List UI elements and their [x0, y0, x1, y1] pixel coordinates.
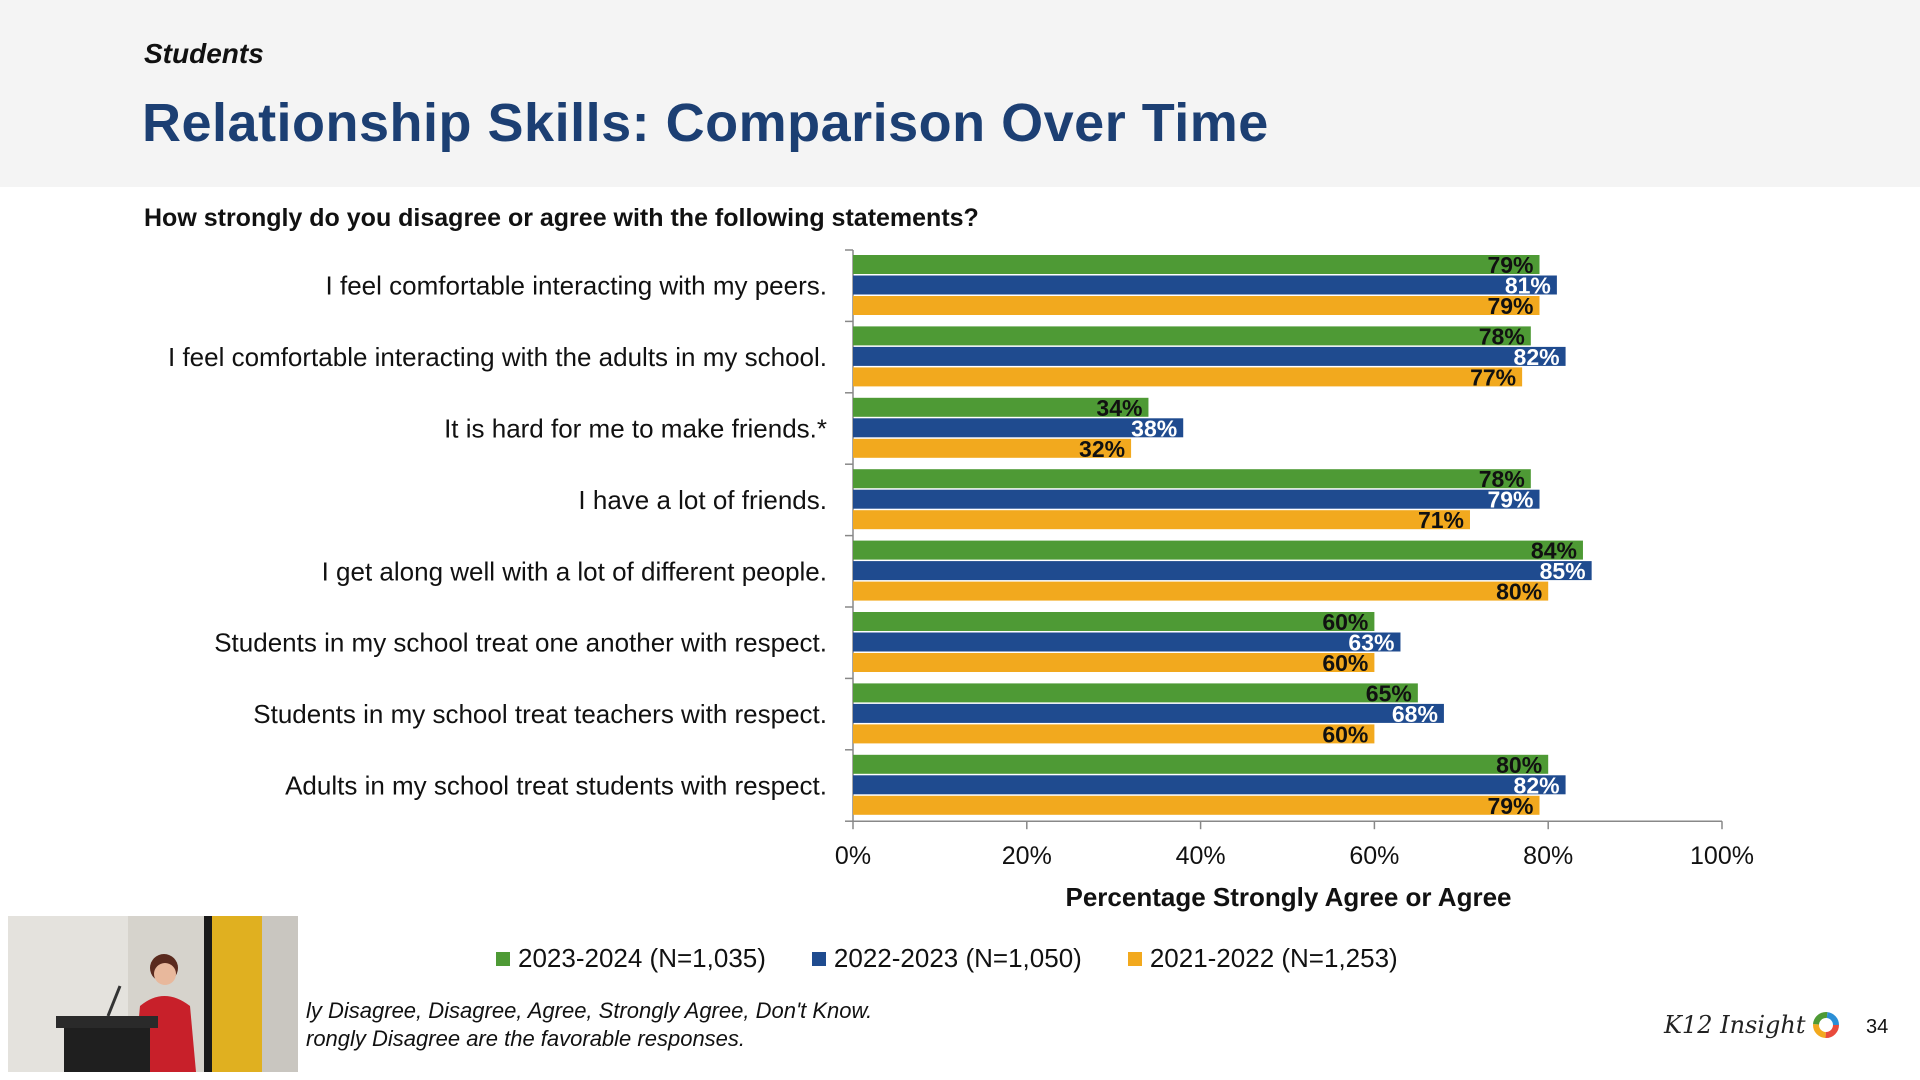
data-label: 79% [1487, 252, 1533, 278]
data-label: 79% [1487, 487, 1533, 513]
bar-chart: 0% 20% 40% 60% 80% 100% Percentage Strongly Ag… [168, 249, 1754, 912]
x-tick-label: 20% [1002, 842, 1052, 870]
legend-item-2022-2023: 2022-2023 (N=1,050) [811, 943, 1082, 974]
data-label: 63% [1348, 630, 1394, 656]
bar [853, 469, 1531, 489]
data-label: 80% [1496, 579, 1542, 605]
bar [853, 296, 1540, 315]
presenter-video-icon [8, 916, 298, 1072]
data-label: 60% [1322, 721, 1368, 747]
survey-question: How strongly do you disagree or agree wi… [144, 204, 979, 232]
header-band [0, 0, 1920, 187]
data-label: 81% [1505, 273, 1551, 299]
category-label: I get along well with a lot of different… [322, 556, 827, 586]
data-label: 78% [1479, 466, 1525, 492]
bar [853, 724, 1375, 744]
data-label: 85% [1540, 558, 1586, 584]
data-label: 60% [1322, 650, 1368, 676]
x-tick-label: 60% [1349, 842, 1399, 870]
bar [853, 683, 1418, 703]
data-label: 71% [1418, 507, 1464, 533]
page-number: 34 [1866, 1016, 1889, 1038]
footnote-favorable: rongly Disagree are the favorable respon… [306, 1026, 746, 1051]
bar [853, 418, 1184, 438]
page-title: Relationship Skills: Comparison Over Tim… [142, 93, 1269, 153]
logo-text: K12 Insight [1664, 1011, 1806, 1039]
bar [853, 367, 1523, 387]
x-tick-label: 100% [1690, 842, 1754, 870]
bar [853, 326, 1531, 346]
presenter-video-thumbnail[interactable] [8, 916, 298, 1072]
bar [853, 795, 1540, 815]
category-label: Adults in my school treat students with … [285, 771, 827, 801]
bar [853, 540, 1583, 560]
x-tick-label: 40% [1176, 842, 1226, 870]
legend-swatch [1127, 951, 1142, 966]
bar [853, 275, 1557, 295]
category-label: It is hard for me to make friends.* [444, 414, 827, 444]
bar [853, 346, 1566, 366]
bar [853, 754, 1549, 774]
bar [853, 438, 1132, 458]
data-label: 80% [1496, 752, 1542, 778]
legend-label: 2021-2022 (N=1,253) [1149, 943, 1398, 973]
legend-swatch [811, 951, 826, 966]
bar [853, 561, 1592, 581]
footnote-scale: ly Disagree, Disagree, Agree, Strongly A… [306, 998, 873, 1023]
x-tick-label: 80% [1523, 842, 1573, 870]
bar [853, 255, 1540, 274]
bar [853, 632, 1401, 652]
data-label: 60% [1322, 609, 1368, 635]
data-label: 79% [1487, 293, 1533, 319]
legend-item-2021-2022: 2021-2022 (N=1,253) [1127, 943, 1398, 974]
legend-label: 2022-2023 (N=1,050) [833, 943, 1082, 973]
data-label: 65% [1366, 680, 1412, 706]
data-label: 82% [1514, 772, 1560, 798]
bar [853, 397, 1149, 417]
bar [853, 703, 1444, 723]
legend-swatch [496, 951, 510, 966]
bar [853, 489, 1540, 509]
chart-legend: 2023-2024 (N=1,035) 2022-2023 (N=1,050) … [496, 943, 1398, 974]
data-label: 34% [1096, 395, 1142, 421]
x-tick-label: 0% [835, 842, 871, 870]
data-label: 79% [1487, 793, 1533, 819]
bar [853, 612, 1375, 631]
k12-insight-logo: K12 Insight [1664, 1011, 1840, 1039]
data-label: 84% [1531, 538, 1577, 564]
legend-label: 2023-2024 (N=1,035) [518, 943, 766, 973]
bar [853, 775, 1566, 795]
category-label: I feel comfortable interacting with the … [168, 342, 827, 372]
bar [853, 581, 1549, 601]
x-axis-title: Percentage Strongly Agree or Agree [1066, 882, 1512, 912]
data-label: 82% [1514, 344, 1560, 370]
data-label: 38% [1131, 415, 1177, 441]
category-label: I feel comfortable interacting with my p… [326, 271, 827, 301]
ring-logo-icon [1812, 1012, 1839, 1038]
category-label: Students in my school treat teachers wit… [253, 699, 827, 729]
data-label: 68% [1392, 701, 1438, 727]
legend-item-2023-2024: 2023-2024 (N=1,035) [496, 943, 766, 974]
section-label: Students [144, 38, 264, 69]
data-label: 78% [1479, 323, 1525, 349]
data-label: 77% [1470, 364, 1516, 390]
bar [853, 510, 1470, 530]
data-label: 32% [1079, 436, 1125, 462]
category-label: Students in my school treat one another … [214, 628, 827, 658]
category-label: I have a lot of friends. [578, 485, 827, 515]
bar [853, 653, 1375, 672]
